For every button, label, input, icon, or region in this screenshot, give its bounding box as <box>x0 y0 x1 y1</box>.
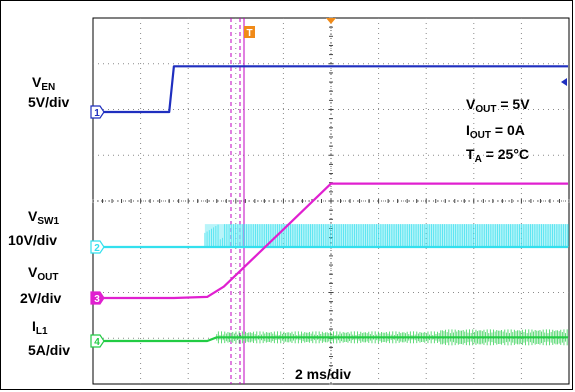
trigger-position-marker <box>244 26 255 38</box>
vout-label: VOUT <box>28 264 59 283</box>
il1-label: IL1 <box>32 318 48 337</box>
x-axis-label: 2 ms/div <box>295 366 352 382</box>
il1-trace <box>93 336 568 343</box>
ven-label: VEN <box>32 74 56 93</box>
vout-trace <box>93 182 568 300</box>
channel-marker-label: 1 <box>94 108 100 119</box>
channel-marker-3 <box>90 291 105 305</box>
vsw1-scale: 10V/div <box>8 232 58 248</box>
channel-marker-4 <box>90 334 105 348</box>
ven-scale: 5V/div <box>28 94 70 110</box>
vout-scale: 2V/div <box>20 290 62 306</box>
channel-marker-label: 3 <box>94 294 100 305</box>
channel-marker-label: 4 <box>94 337 100 348</box>
condition-iout: IOUT = 0A <box>466 122 525 141</box>
channel-marker-1 <box>90 105 105 119</box>
vsw1-label: VSW1 <box>28 208 60 227</box>
horizontal-position-marker <box>326 18 336 24</box>
condition-ta: TA = 25°C <box>466 146 530 165</box>
trigger-marker-label: T <box>246 28 252 39</box>
channel-marker-2 <box>90 240 105 254</box>
trigger-level-marker <box>561 78 567 86</box>
channel-marker-label: 2 <box>94 243 100 254</box>
ven-trace <box>93 65 568 114</box>
il1-scale: 5A/div <box>28 342 71 358</box>
condition-vout: VOUT = 5V <box>466 96 530 115</box>
